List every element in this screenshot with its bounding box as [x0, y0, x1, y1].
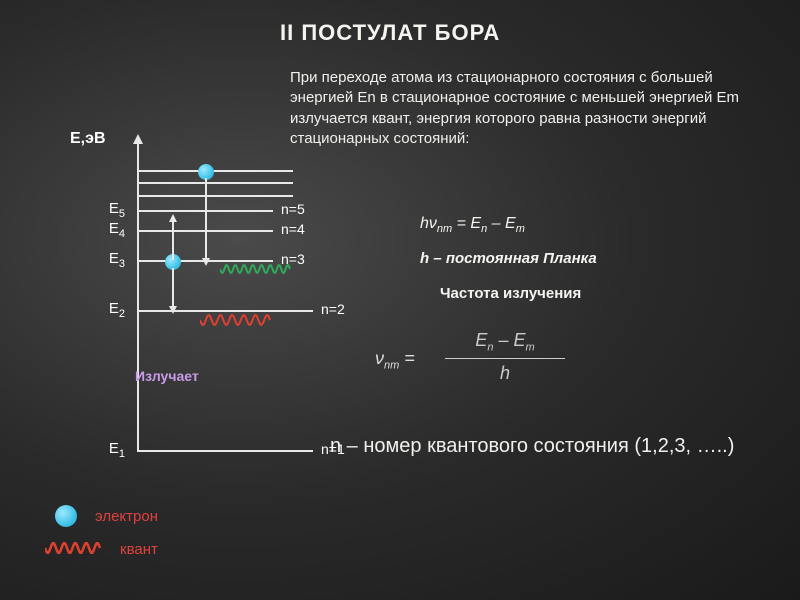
legend-quantum: квант	[45, 540, 158, 558]
y-axis-label: E,эВ	[70, 130, 106, 148]
energy-level-label-left: E1	[95, 440, 125, 460]
quantum-number-caption: n – номер квантового состояния (1,2,3, ……	[330, 435, 734, 458]
transition-arrow	[172, 220, 174, 260]
energy-level-label-left: E3	[95, 250, 125, 270]
emit-label: Излучает	[135, 368, 199, 384]
energy-level-diagram: E,эВ E1n=1E2n=2E3n=3E4n=4E5n=5 Излучает	[40, 130, 340, 500]
frequency-label: Частота излучения	[440, 285, 581, 302]
formula-main: hνnm = En – Em	[420, 215, 525, 235]
energy-level-label-left: E2	[95, 300, 125, 320]
legend-quantum-label: квант	[120, 541, 158, 558]
photon-wave	[220, 262, 294, 276]
planck-constant-label: h – постоянная Планка	[420, 250, 597, 267]
electron-icon	[55, 505, 77, 527]
description-text: При переходе атома из стационарного сост…	[290, 68, 780, 149]
slide-title: II ПОСТУЛАТ БОРА	[280, 20, 500, 46]
energy-level-label-right: n=5	[281, 201, 305, 217]
transition-arrow	[172, 268, 174, 308]
photon-wave	[200, 312, 274, 328]
energy-level-line	[138, 195, 293, 197]
legend-electron-label: электрон	[95, 508, 158, 525]
energy-level-label-left: E4	[95, 220, 125, 240]
frequency-formula: νnm = En – Em h	[420, 330, 590, 384]
energy-level-line	[138, 170, 293, 172]
legend-electron: электрон	[55, 505, 158, 527]
y-axis-arrow	[137, 142, 139, 452]
energy-level-label-right: n=2	[321, 301, 345, 317]
energy-level-label-left: E5	[95, 200, 125, 220]
energy-level-label-right: n=4	[281, 221, 305, 237]
transition-arrow	[205, 178, 207, 260]
energy-level-line	[138, 182, 293, 184]
energy-level-line	[138, 450, 313, 452]
quantum-wave-icon	[45, 540, 105, 558]
